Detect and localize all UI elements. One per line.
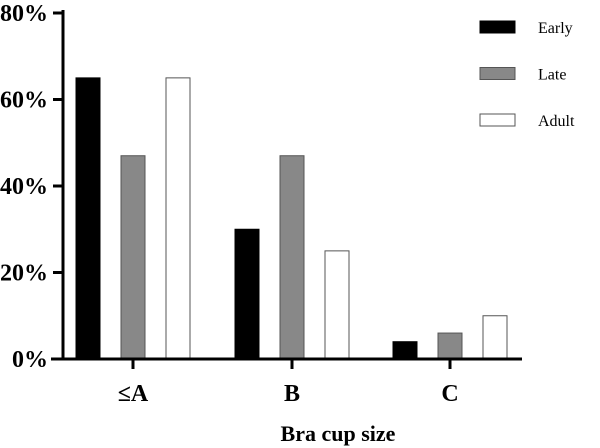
legend-swatch-early bbox=[479, 20, 516, 34]
bar-early-1 bbox=[234, 228, 260, 360]
bar-late-2 bbox=[437, 332, 463, 360]
legend-label: Adult bbox=[538, 113, 575, 130]
legend-label: Late bbox=[538, 67, 566, 84]
x-tick-label: C bbox=[441, 381, 458, 407]
y-tick-label: 20% bbox=[0, 261, 48, 287]
y-tick-label: 40% bbox=[0, 174, 48, 200]
x-axis-label: Bra cup size bbox=[281, 421, 396, 446]
x-tick-label: B bbox=[284, 381, 300, 407]
legend-swatch-late bbox=[479, 67, 516, 80]
y-tick-label: 0% bbox=[12, 347, 48, 373]
y-tick-label: 80% bbox=[0, 1, 48, 27]
bar-adult-1 bbox=[324, 250, 350, 360]
bar-late-1 bbox=[279, 155, 305, 360]
legend-label: Early bbox=[538, 20, 573, 37]
bar-early-2 bbox=[392, 341, 418, 360]
legend-swatch-adult bbox=[479, 113, 516, 127]
bar-adult-2 bbox=[482, 315, 508, 360]
bar-late-0 bbox=[120, 155, 146, 360]
x-tick-label: ≤A bbox=[118, 381, 149, 407]
bar-adult-0 bbox=[165, 77, 191, 360]
y-tick-label: 60% bbox=[0, 88, 48, 114]
bar-early-0 bbox=[75, 77, 101, 360]
